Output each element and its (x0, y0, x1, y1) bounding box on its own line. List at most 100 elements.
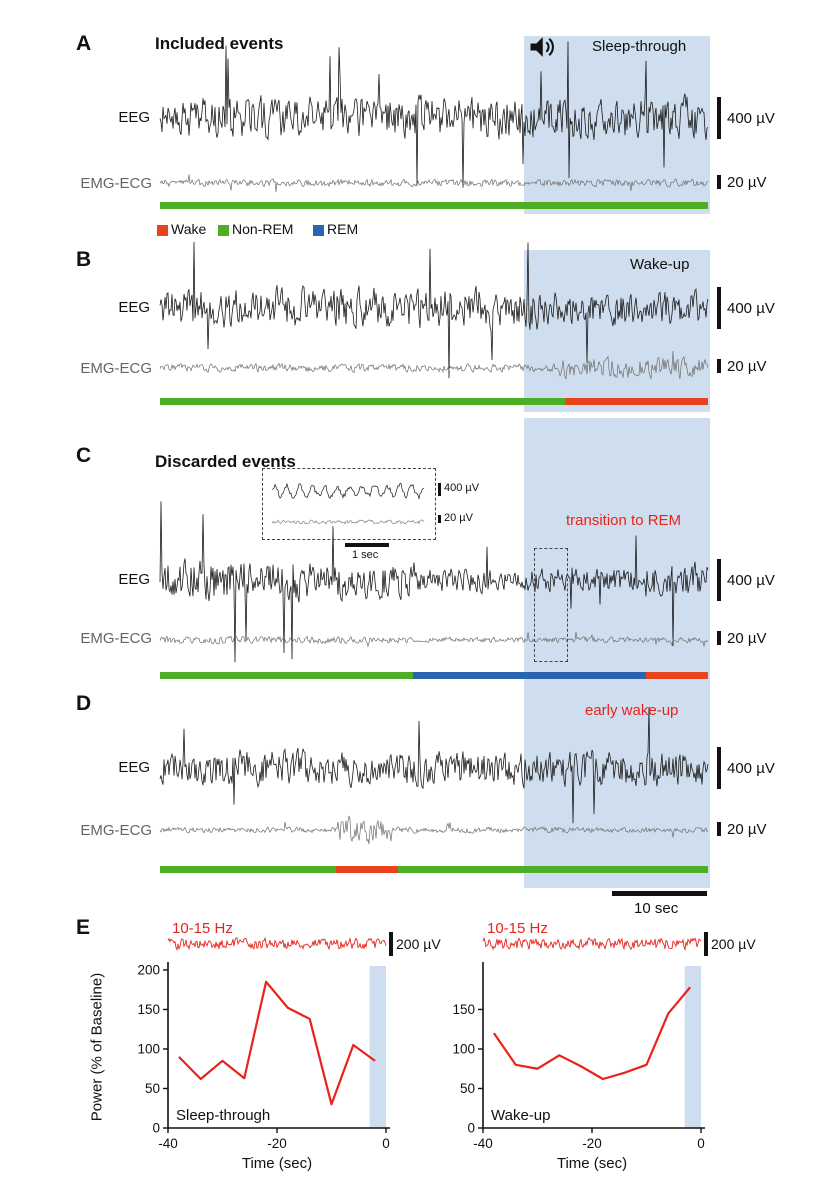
inset-box (262, 468, 436, 540)
x-tick-label: 0 (697, 1136, 705, 1151)
x-axis-title: Time (sec) (242, 1155, 312, 1172)
c-eeg-trace (159, 501, 709, 663)
scalebar-400uv-a (717, 97, 721, 139)
scalebar-200uv-right (704, 932, 708, 956)
scalebar-400uv-c (717, 559, 721, 601)
eeg-label-a: EEG (118, 109, 150, 126)
scalebar-20uv-d (717, 822, 721, 836)
e-right-band-trace (482, 936, 702, 952)
y-tick-label: 100 (137, 1041, 160, 1056)
scalebar-label-200uv-right: 200 µV (711, 936, 756, 952)
hypnogram-segment-wake (335, 866, 398, 873)
chart-inner-title: Wake-up (491, 1107, 550, 1124)
chart-sleep-through: 0 50 100 150 200 -40 -20 0 Sleep-through Time (se… (137, 962, 390, 1172)
roi-dashed-box (534, 548, 568, 662)
legend-swatch-wake (157, 225, 168, 236)
panel-d-label: D (76, 692, 92, 715)
x-tick-label: -20 (582, 1136, 602, 1151)
stimulus-shade-panels-cd (524, 418, 710, 888)
condition-label-sleep-through: Sleep-through (592, 38, 687, 55)
eeg-label-c: EEG (118, 571, 150, 588)
stimulus-band (369, 966, 386, 1128)
eeg-label-b: EEG (118, 299, 150, 316)
hypnogram-d (160, 866, 708, 873)
x-tick-label: -40 (473, 1136, 493, 1151)
x-tick-label: -20 (267, 1136, 287, 1151)
c-inset-emg-trace (271, 519, 425, 525)
eeg-label-d: EEG (118, 759, 150, 776)
legend-swatch-non-rem (218, 225, 229, 236)
section-title-discarded-events: Discarded events (155, 452, 296, 471)
panel-c-label: C (76, 444, 92, 467)
section-title-included-events: Included events (155, 34, 284, 53)
emg-label-c: EMG-ECG (80, 630, 152, 647)
hypnogram-segment-non_rem (160, 672, 414, 679)
x-axis-title: Time (sec) (557, 1155, 627, 1172)
scalebar-20uv-c (717, 631, 721, 645)
band-label-left: 10-15 Hz (172, 920, 233, 937)
hypnogram-segment-non_rem (397, 866, 708, 873)
emg-label-b: EMG-ECG (80, 360, 152, 377)
legend-swatch-rem (313, 225, 324, 236)
y-tick-label: 200 (137, 962, 160, 977)
inset-scalebar-20uv (438, 515, 441, 523)
d-eeg-trace (159, 706, 709, 824)
stimulus-shade-panel-a (524, 36, 710, 214)
y-tick-label: 0 (467, 1121, 475, 1136)
scalebar-20uv-a (717, 175, 721, 189)
b-eeg-trace (159, 241, 709, 379)
scalebar-label-400uv-c: 400 µV (727, 572, 775, 589)
a-emg-trace (159, 174, 709, 193)
scalebar-200uv-left (389, 932, 393, 956)
scalebar-label-20uv-c: 20 µV (727, 630, 767, 647)
power-line (492, 986, 691, 1081)
hypnogram-segment-non_rem (160, 866, 336, 873)
hypnogram-segment-wake (646, 672, 708, 679)
legend-label-non-rem: Non-REM (232, 221, 294, 237)
y-tick-label: 150 (452, 1002, 475, 1017)
inset-timescale-label-1sec: 1 sec (352, 549, 379, 561)
power-line (178, 980, 376, 1106)
scalebar-label-20uv-d: 20 µV (727, 821, 767, 838)
y-tick-label: 100 (452, 1041, 475, 1056)
timescale-label-10sec: 10 sec (634, 900, 679, 917)
d-emg-trace (159, 815, 709, 845)
condition-label-wake-up: Wake-up (630, 256, 690, 273)
scalebar-label-400uv-b: 400 µV (727, 300, 775, 317)
speaker-icon (527, 33, 555, 61)
stimulus-shade-panel-b (524, 250, 710, 412)
y-tick-label: 150 (137, 1002, 160, 1017)
legend-label-rem: REM (327, 221, 359, 237)
hypnogram-a (160, 202, 708, 209)
panel-e-label: E (76, 916, 91, 939)
inset-timescale-bar-1sec (345, 543, 389, 547)
scalebar-label-20uv-b: 20 µV (727, 358, 767, 375)
legend-label-wake: Wake (171, 221, 207, 237)
y-tick-label: 50 (145, 1081, 160, 1096)
condition-label-transition-to-rem: transition to REM (566, 512, 682, 529)
timescale-bar-10sec (612, 891, 707, 896)
scalebar-label-200uv-left: 200 µV (396, 936, 441, 952)
scalebar-400uv-d (717, 747, 721, 789)
inset-scalebar-400uv (438, 483, 441, 496)
hypnogram-b (160, 398, 708, 405)
inset-scalebar-label-400uv: 400 µV (444, 482, 480, 494)
c-inset-eeg-trace (271, 482, 425, 500)
x-tick-label: -40 (158, 1136, 178, 1151)
scalebar-label-400uv-a: 400 µV (727, 110, 775, 127)
inset-scalebar-label-20uv: 20 µV (444, 512, 473, 524)
hypnogram-c (160, 672, 708, 679)
band-label-right: 10-15 Hz (487, 920, 548, 937)
hypnogram-segment-wake (564, 398, 708, 405)
scalebar-label-20uv-a: 20 µV (727, 174, 767, 191)
b-emg-trace (159, 350, 709, 380)
y-tick-label: 0 (152, 1121, 160, 1136)
panel-a-label: A (76, 32, 92, 55)
emg-label-d: EMG-ECG (80, 822, 152, 839)
condition-label-early-wake-up: early wake-up (585, 702, 679, 719)
chart-wake-up: 0 50 100 150 -40 -20 0 Wake-up Time (sec) (452, 962, 705, 1172)
panel-b-label: B (76, 248, 92, 271)
chart-inner-title: Sleep-through (176, 1107, 270, 1124)
scalebar-400uv-b (717, 287, 721, 329)
